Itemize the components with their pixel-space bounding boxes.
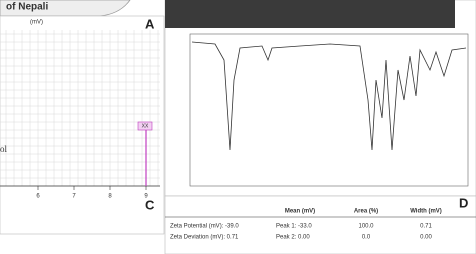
table-header: Mean (mV) [285, 209, 315, 215]
figure: of Nepali (mV) XX 6789 A C ol B Mean (mV… [0, 0, 476, 254]
table-header: Area (%) [354, 209, 378, 215]
table-cell: 100.0 [358, 224, 374, 230]
table-cell: Peak 1: -33.0 [276, 224, 312, 230]
table-cell: 0.0 [362, 235, 371, 241]
panel-label: C [145, 197, 155, 212]
table-cell: Peak 2: 0.00 [276, 235, 310, 241]
panel-b-frame [165, 0, 476, 196]
table-cell: 0.00 [420, 235, 432, 241]
panel-label: A [145, 16, 155, 31]
top-caption: of Nepali [6, 2, 48, 13]
peak-label: XX [142, 123, 149, 129]
micrograph-strip [165, 0, 455, 28]
panel-label: D [459, 195, 468, 210]
side-fragment: ol [0, 144, 8, 154]
table-cell: Zeta Deviation (mV): 0.71 [170, 235, 239, 241]
page: {"top_caption": "of Nepali", "side_fragm… [0, 0, 476, 254]
panel-label: B [460, 6, 469, 21]
table-header: Width (mV) [410, 209, 442, 215]
table-cell: Zeta Potential (mV): -39.0 [170, 224, 239, 230]
table-cell: 0.71 [420, 224, 432, 230]
axis-title: (mV) [30, 20, 43, 26]
